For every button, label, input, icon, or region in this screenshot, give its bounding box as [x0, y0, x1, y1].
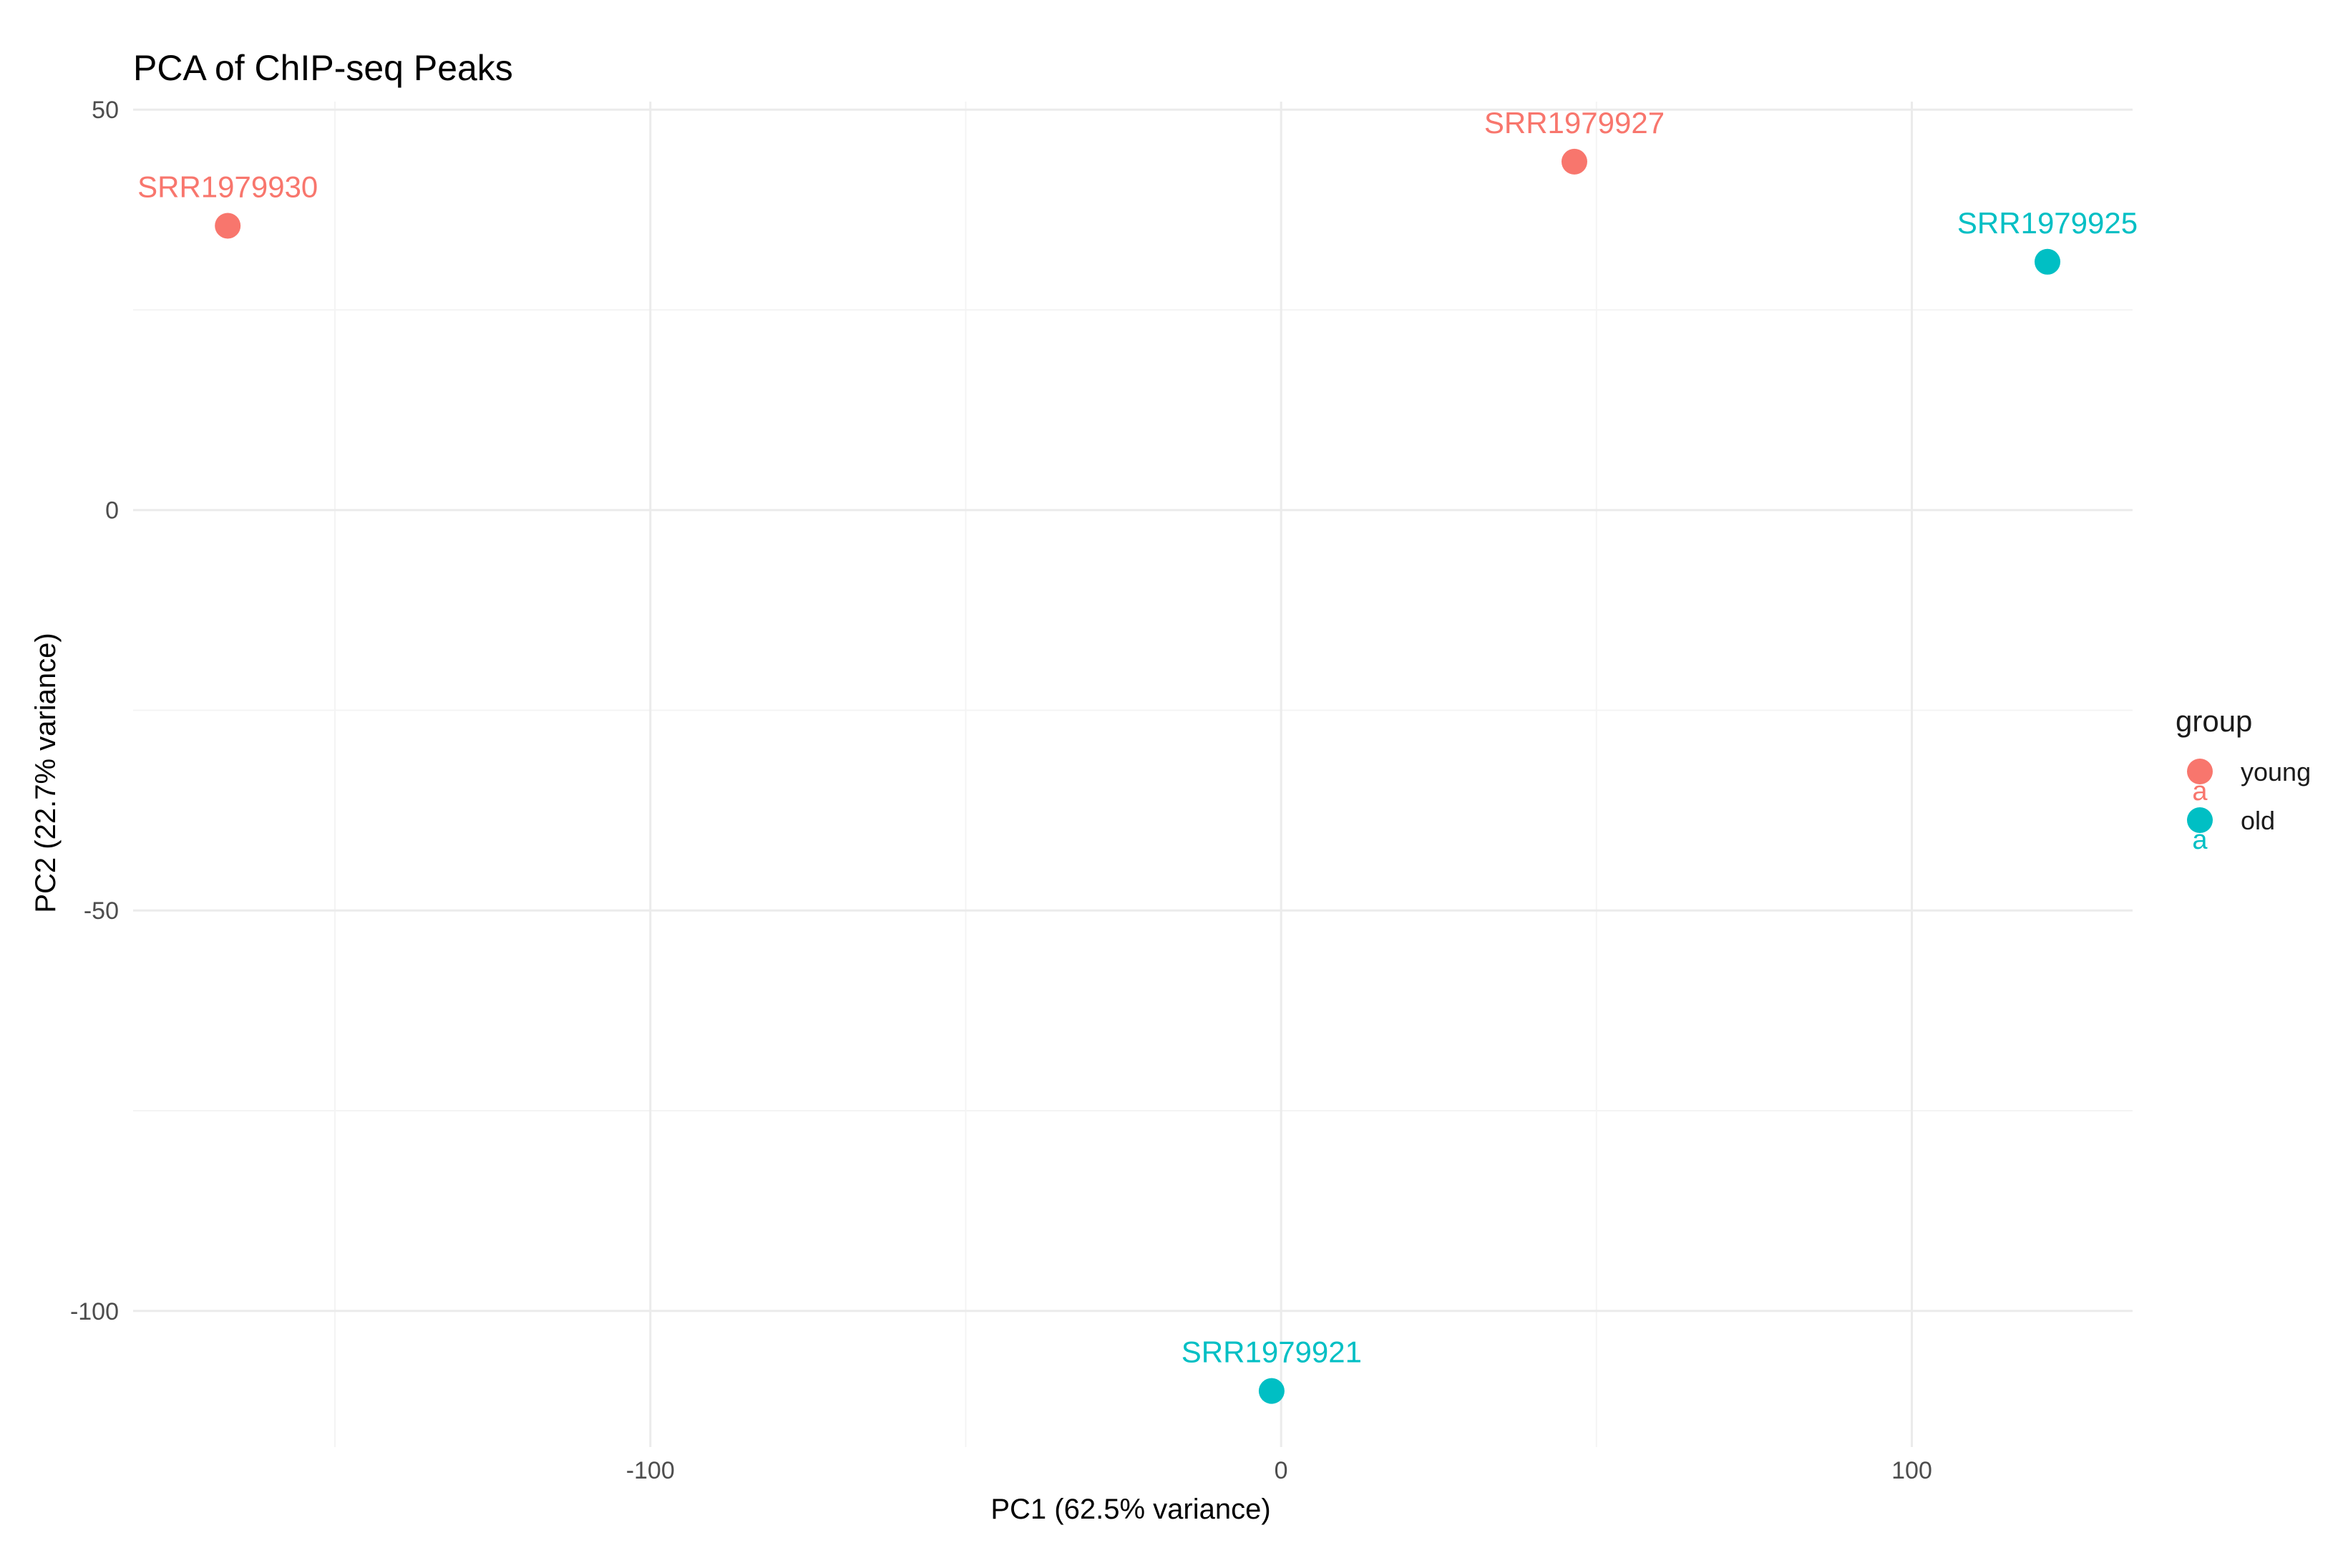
y-tick-label: 0	[105, 497, 119, 525]
y-tick-label: -100	[70, 1298, 119, 1325]
y-tick-label: -50	[84, 897, 119, 925]
minor-gridlines	[133, 102, 2133, 1447]
x-tick-labels: -100 0 100	[626, 1457, 1932, 1484]
data-point	[1561, 148, 1587, 175]
legend-label-old: old	[2241, 806, 2275, 835]
data-point-label: SRR1979925	[1957, 206, 2138, 240]
data-point-label: SRR1979930	[137, 170, 318, 203]
y-tick-label: 50	[92, 97, 119, 124]
legend-label-young: young	[2241, 757, 2311, 787]
legend-key-glyph: a	[2192, 825, 2208, 855]
data-points	[215, 148, 2061, 1404]
legend-entries: a young a old	[2187, 757, 2311, 855]
y-axis-title: PC2 (22.7% variance)	[30, 633, 62, 912]
data-point	[1258, 1378, 1285, 1404]
data-point-label: SRR1979927	[1484, 106, 1665, 140]
legend: group a young a old	[2176, 704, 2311, 855]
legend-key-glyph: a	[2192, 776, 2208, 807]
x-tick-label: -100	[626, 1457, 675, 1484]
data-point-label: SRR1979921	[1182, 1335, 1362, 1369]
legend-key-young	[2187, 759, 2213, 784]
data-point	[2035, 248, 2061, 275]
x-tick-label: 0	[1275, 1457, 1288, 1484]
legend-title: group	[2176, 704, 2252, 738]
x-axis-title: PC1 (62.5% variance)	[990, 1494, 1270, 1525]
legend-key-old	[2187, 807, 2213, 833]
y-tick-labels: 50 0 -50 -100	[70, 97, 119, 1325]
data-point	[215, 213, 241, 239]
major-gridlines	[133, 102, 2133, 1447]
data-point-labels: SRR1979930 SRR1979927 SRR1979925 SRR1979921	[137, 106, 2138, 1369]
x-tick-label: 100	[1891, 1457, 1932, 1484]
chart-title: PCA of ChIP-seq Peaks	[133, 48, 513, 88]
